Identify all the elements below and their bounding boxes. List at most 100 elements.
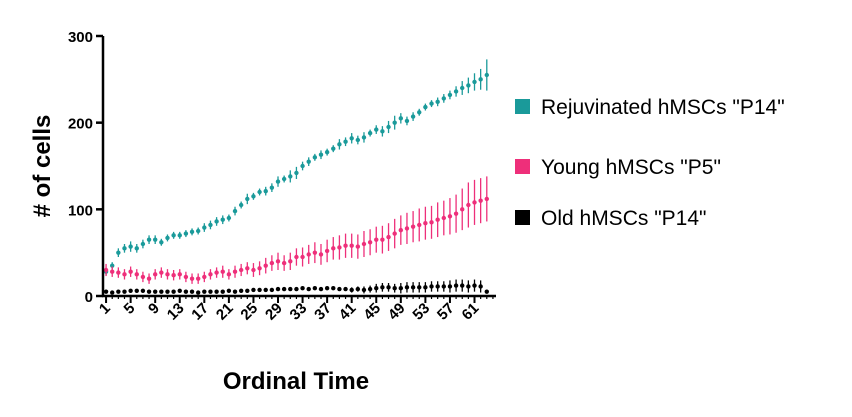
data-point xyxy=(165,272,170,277)
data-point xyxy=(110,263,115,268)
data-point xyxy=(435,217,440,222)
series-2 xyxy=(103,279,489,295)
data-point xyxy=(208,222,213,228)
legend-label: Young hMSCs "P5" xyxy=(541,156,721,179)
data-point xyxy=(226,215,232,221)
data-point xyxy=(312,155,318,160)
data-point xyxy=(460,85,465,91)
series-1 xyxy=(103,176,489,284)
data-point xyxy=(386,234,391,240)
data-point xyxy=(189,289,195,294)
legend-label: Old hMSCs "P14" xyxy=(541,207,706,230)
data-point xyxy=(380,237,385,242)
data-point xyxy=(103,267,109,273)
data-point xyxy=(361,241,367,247)
data-point xyxy=(441,96,447,101)
data-point xyxy=(146,289,152,294)
data-point xyxy=(300,163,305,169)
data-point xyxy=(281,176,287,182)
data-point xyxy=(417,222,422,228)
data-point xyxy=(152,289,158,294)
data-point xyxy=(472,79,477,85)
data-point xyxy=(312,250,318,255)
data-point xyxy=(404,285,410,290)
data-point xyxy=(423,104,428,110)
axes xyxy=(96,34,496,303)
data-point xyxy=(447,92,453,98)
data-point xyxy=(171,233,176,238)
data-point xyxy=(398,116,404,121)
x-axis-label: Ordinal Time xyxy=(223,368,369,395)
data-point xyxy=(245,196,250,202)
data-point xyxy=(386,285,391,290)
x-tick-label: 49 xyxy=(385,300,409,324)
y-tick-label: 0 xyxy=(85,289,93,306)
data-point xyxy=(183,274,189,280)
data-point xyxy=(343,286,348,292)
data-point xyxy=(257,189,262,195)
data-point xyxy=(110,269,115,274)
data-point xyxy=(275,286,281,292)
data-point xyxy=(122,272,127,277)
data-point xyxy=(202,274,207,280)
data-point xyxy=(183,289,189,294)
legend-swatch xyxy=(515,99,530,114)
legend-item-1: Young hMSCs "P5" xyxy=(515,156,721,179)
data-point xyxy=(269,185,275,190)
x-tick-label: 17 xyxy=(188,300,212,324)
data-point xyxy=(435,99,440,105)
data-point xyxy=(251,287,256,293)
data-point xyxy=(337,286,342,292)
data-point xyxy=(472,283,477,288)
data-point xyxy=(294,170,299,176)
x-tick-label: 33 xyxy=(287,300,311,324)
data-point xyxy=(447,214,453,219)
data-point xyxy=(429,284,434,289)
x-tick-label: 45 xyxy=(360,300,384,324)
data-point xyxy=(116,250,121,255)
data-point xyxy=(134,272,139,277)
data-point xyxy=(410,224,416,229)
legend: Rejuvinated hMSCs "P14" Young hMSCs "P5" O… xyxy=(515,96,785,230)
data-point xyxy=(128,269,133,274)
data-point xyxy=(324,248,330,254)
data-point xyxy=(410,285,416,290)
data-point xyxy=(398,227,404,233)
x-tick-label: 21 xyxy=(213,300,237,324)
data-point xyxy=(183,231,189,236)
data-point xyxy=(312,286,318,291)
data-point xyxy=(355,137,361,143)
data-point xyxy=(103,289,109,294)
data-point xyxy=(453,89,459,94)
data-point xyxy=(238,288,244,293)
data-point xyxy=(367,286,373,292)
data-point xyxy=(361,135,367,140)
data-point xyxy=(288,259,293,264)
data-point xyxy=(318,286,324,292)
data-point xyxy=(380,285,385,290)
data-point xyxy=(318,152,324,157)
data-point xyxy=(331,286,336,291)
data-point xyxy=(404,118,410,124)
data-point xyxy=(195,290,201,295)
data-point xyxy=(429,101,434,106)
data-point xyxy=(355,286,361,292)
data-point xyxy=(232,269,238,274)
data-point xyxy=(361,287,367,293)
data-point xyxy=(232,208,238,214)
x-tick-label: 57 xyxy=(434,300,458,324)
data-point xyxy=(195,276,201,281)
data-point xyxy=(374,127,379,132)
data-point xyxy=(423,221,428,226)
data-point xyxy=(343,139,348,144)
data-point xyxy=(275,259,281,264)
data-point xyxy=(220,269,225,274)
data-point xyxy=(441,284,447,289)
x-tick-label: 53 xyxy=(409,300,433,324)
data-point xyxy=(398,286,404,291)
data-point xyxy=(447,284,453,289)
x-tick-label: 41 xyxy=(336,300,360,324)
data-point xyxy=(177,272,182,277)
data-point xyxy=(257,266,262,271)
